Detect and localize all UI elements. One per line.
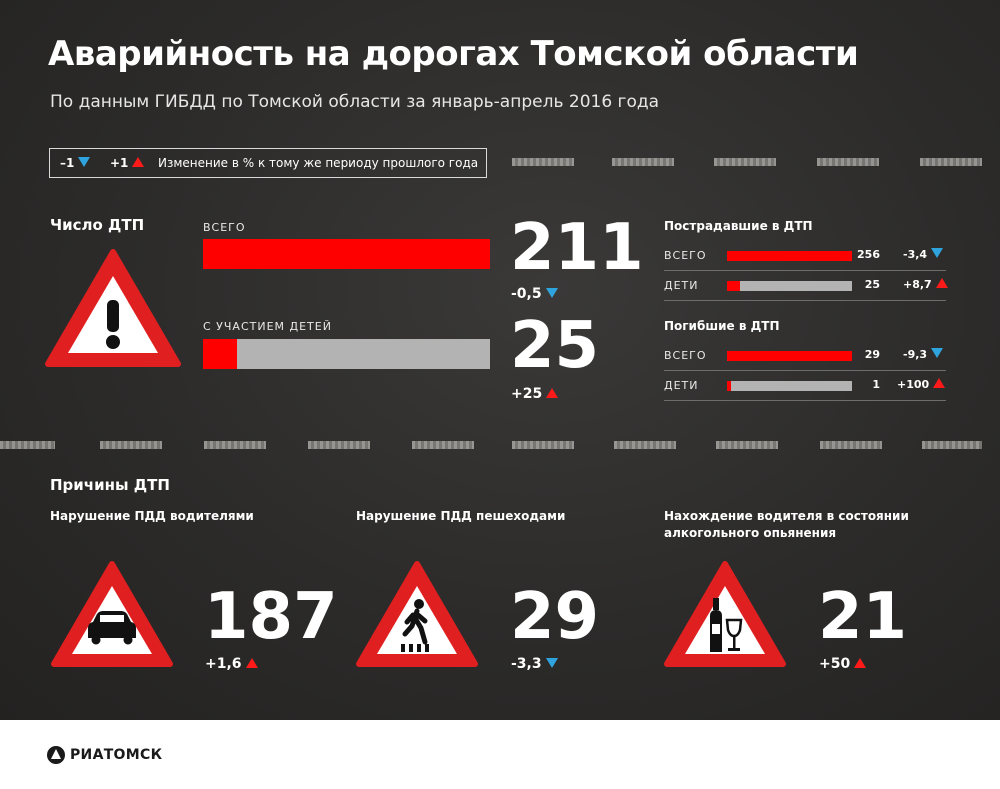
down-triangle-icon (545, 288, 558, 298)
road-dash (308, 441, 370, 449)
cause-pedestrians-value: 29 (510, 580, 600, 654)
logo-text: РИАТОМСК (70, 747, 163, 763)
car-icon (51, 561, 173, 667)
road-dash (204, 441, 266, 449)
injured-total-label: ВСЕГО (664, 249, 707, 262)
asphalt-background: Аварийность на дорогах Томской области П… (0, 0, 1000, 720)
up-triangle-icon (933, 378, 946, 388)
injured-heading: Пострадавшие в ДТП (664, 219, 813, 233)
cause-drivers-change: +1,6 (205, 656, 258, 672)
up-triangle-icon (245, 658, 258, 668)
killed-children-value: 1 (872, 378, 880, 391)
page-subtitle: По данным ГИБДД по Томской области за ян… (50, 92, 660, 112)
injured-children-value: 25 (864, 278, 880, 291)
legend-box: –1 +1 Изменение в % к тому же периоду пр… (49, 148, 487, 178)
accidents-heading: Число ДТП (50, 216, 145, 234)
injured-total-change: -3,4 (903, 248, 944, 261)
killed-children-change: +100 (897, 378, 946, 391)
cause-drivers-value: 187 (204, 580, 338, 654)
road-dash (716, 441, 778, 449)
accidents-children-label: С УЧАСТИЕМ ДЕТЕЙ (203, 320, 332, 333)
injured-total-bar (727, 251, 852, 261)
up-triangle-icon (854, 658, 867, 668)
injured-children-bar (727, 281, 852, 291)
killed-total-value: 29 (864, 348, 880, 361)
road-dash (614, 441, 676, 449)
legend-text: Изменение в % к тому же периоду прошлого… (158, 156, 479, 170)
cause-alcohol-change: +50 (819, 656, 867, 672)
warning-sign-icon (45, 249, 181, 367)
killed-children-label: ДЕТИ (664, 379, 699, 392)
page-title: Аварийность на дорогах Томской области (48, 34, 859, 74)
road-dash (100, 441, 162, 449)
road-dash (920, 158, 982, 166)
down-triangle-icon (931, 248, 944, 258)
down-triangle-icon (545, 658, 558, 668)
ria-logo-icon (47, 746, 65, 764)
road-dash (612, 158, 674, 166)
cause-alcohol-value: 21 (818, 580, 908, 654)
pedestrian-icon (356, 561, 478, 667)
killed-total-bar (727, 351, 852, 361)
accidents-total-label: ВСЕГО (203, 221, 246, 234)
down-triangle-icon (78, 157, 91, 167)
cause-pedestrians-label: Нарушение ПДД пешеходами (356, 509, 566, 523)
road-dash (512, 441, 574, 449)
causes-heading: Причины ДТП (50, 476, 170, 494)
injured-total-value: 256 (857, 248, 880, 261)
accidents-children-bar (203, 339, 490, 369)
killed-heading: Погибшие в ДТП (664, 319, 780, 333)
bottle-glass-icon (664, 561, 786, 667)
accidents-total-value: 211 (510, 211, 644, 285)
road-dash (820, 441, 882, 449)
killed-children-bar (727, 381, 852, 391)
row-divider (664, 270, 946, 271)
row-divider (664, 300, 946, 301)
cause-pedestrians-change: -3,3 (511, 656, 558, 672)
up-triangle-icon (935, 278, 948, 288)
road-dash (817, 158, 879, 166)
down-triangle-icon (931, 348, 944, 358)
up-triangle-icon (132, 157, 145, 167)
road-dash (714, 158, 776, 166)
injured-children-label: ДЕТИ (664, 279, 699, 292)
row-divider (664, 400, 946, 401)
legend-negative: –1 (60, 156, 91, 170)
killed-total-label: ВСЕГО (664, 349, 707, 362)
up-triangle-icon (546, 388, 559, 398)
cause-alcohol-label: Нахождение водителя в состоянии алкогольн… (664, 509, 909, 540)
road-dash (0, 441, 55, 449)
accidents-total-bar (203, 239, 490, 269)
killed-total-change: -9,3 (903, 348, 944, 361)
road-dash (512, 158, 574, 166)
accidents-children-value: 25 (510, 309, 600, 383)
row-divider (664, 370, 946, 371)
accidents-total-change: -0,5 (511, 286, 558, 302)
footer (0, 720, 1000, 789)
accidents-children-change: +25 (511, 386, 559, 402)
cause-drivers-label: Нарушение ПДД водителями (50, 509, 254, 523)
injured-children-change: +8,7 (903, 278, 948, 291)
legend-positive: +1 (110, 156, 145, 170)
road-dash (412, 441, 474, 449)
ria-tomsk-logo[interactable]: РИАТОМСК (46, 745, 162, 765)
road-dash (922, 441, 982, 449)
